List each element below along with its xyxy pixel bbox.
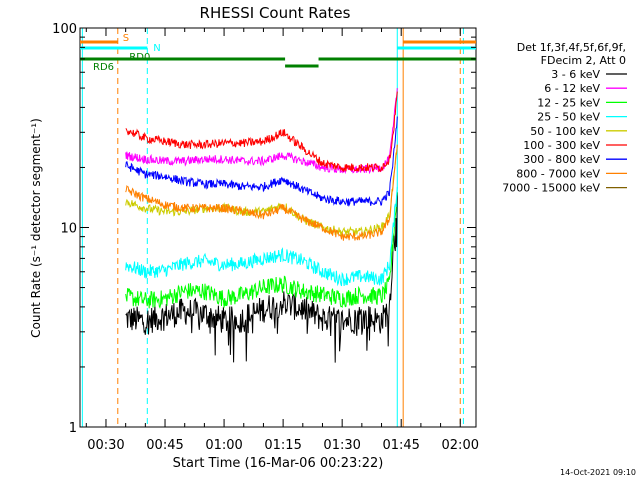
flag-label-rd6: RD6	[93, 62, 114, 73]
series-3-6-keV-line	[125, 192, 398, 363]
plot-frame	[79, 27, 477, 428]
legend-label-6-12-keV: 6 - 12 keV	[544, 82, 600, 95]
legend-label-800-7000-keV: 800 - 7000 keV	[516, 167, 600, 180]
series-100-300-keV-line	[125, 91, 398, 173]
y-axis-label: Count Rate (s⁻¹ detector segment⁻¹)	[29, 118, 43, 338]
date-stamp: 14-Oct-2021 09:10	[560, 468, 636, 477]
flag-label-s: S	[123, 33, 129, 44]
x-tick-label: 02:00	[442, 438, 479, 453]
x-tick-label: 00:45	[146, 438, 183, 453]
flag-label-rd0: RD0	[129, 52, 150, 63]
legend-header-line-2: FDecim 2, Att 0	[541, 54, 626, 67]
y-tick-label: 1	[69, 421, 77, 436]
series-6-12-keV-line	[125, 88, 398, 175]
y-tick-label: 100	[52, 22, 77, 37]
legend-label-25-50-keV: 25 - 50 keV	[537, 111, 600, 124]
legend: Det 1f,3f,4f,5f,6f,9f, FDecim 2, Att 0 3…	[502, 41, 627, 195]
x-tick-label: 01:45	[382, 438, 419, 453]
flag-label-n: N	[153, 43, 160, 54]
plot-area	[81, 28, 464, 427]
series-25-50-keV-line	[125, 186, 398, 287]
series-12-25-keV-line	[125, 192, 398, 310]
x-tick-label: 01:15	[264, 438, 301, 453]
x-axis: 00:30 00:45 01:00 01:15 01:30 01:45 02:00	[85, 28, 479, 453]
x-tick-label: 01:00	[205, 438, 242, 453]
legend-label-7000-15000-keV: 7000 - 15000 keV	[502, 182, 600, 195]
y-tick-label: 10	[60, 222, 77, 237]
series-800-7000-keV-line	[125, 144, 398, 241]
legend-label-100-300-keV: 100 - 300 keV	[523, 139, 600, 152]
series-50-100-keV-line	[125, 144, 398, 237]
x-axis-label: Start Time (16-Mar-06 00:23:22)	[173, 456, 384, 471]
legend-label-3-6-keV: 3 - 6 keV	[551, 68, 600, 81]
chart-title: RHESSI Count Rates	[200, 4, 351, 22]
y-axis: 100 10 1	[52, 22, 476, 436]
series-300-800-keV-line	[125, 116, 398, 208]
legend-label-50-100-keV: 50 - 100 keV	[530, 125, 600, 138]
legend-label-12-25-keV: 12 - 25 keV	[537, 96, 600, 109]
legend-header-line-1: Det 1f,3f,4f,5f,6f,9f,	[517, 41, 626, 54]
x-tick-label: 00:30	[87, 438, 124, 453]
legend-label-300-800-keV: 300 - 800 keV	[523, 153, 600, 166]
x-tick-label: 01:30	[323, 438, 360, 453]
